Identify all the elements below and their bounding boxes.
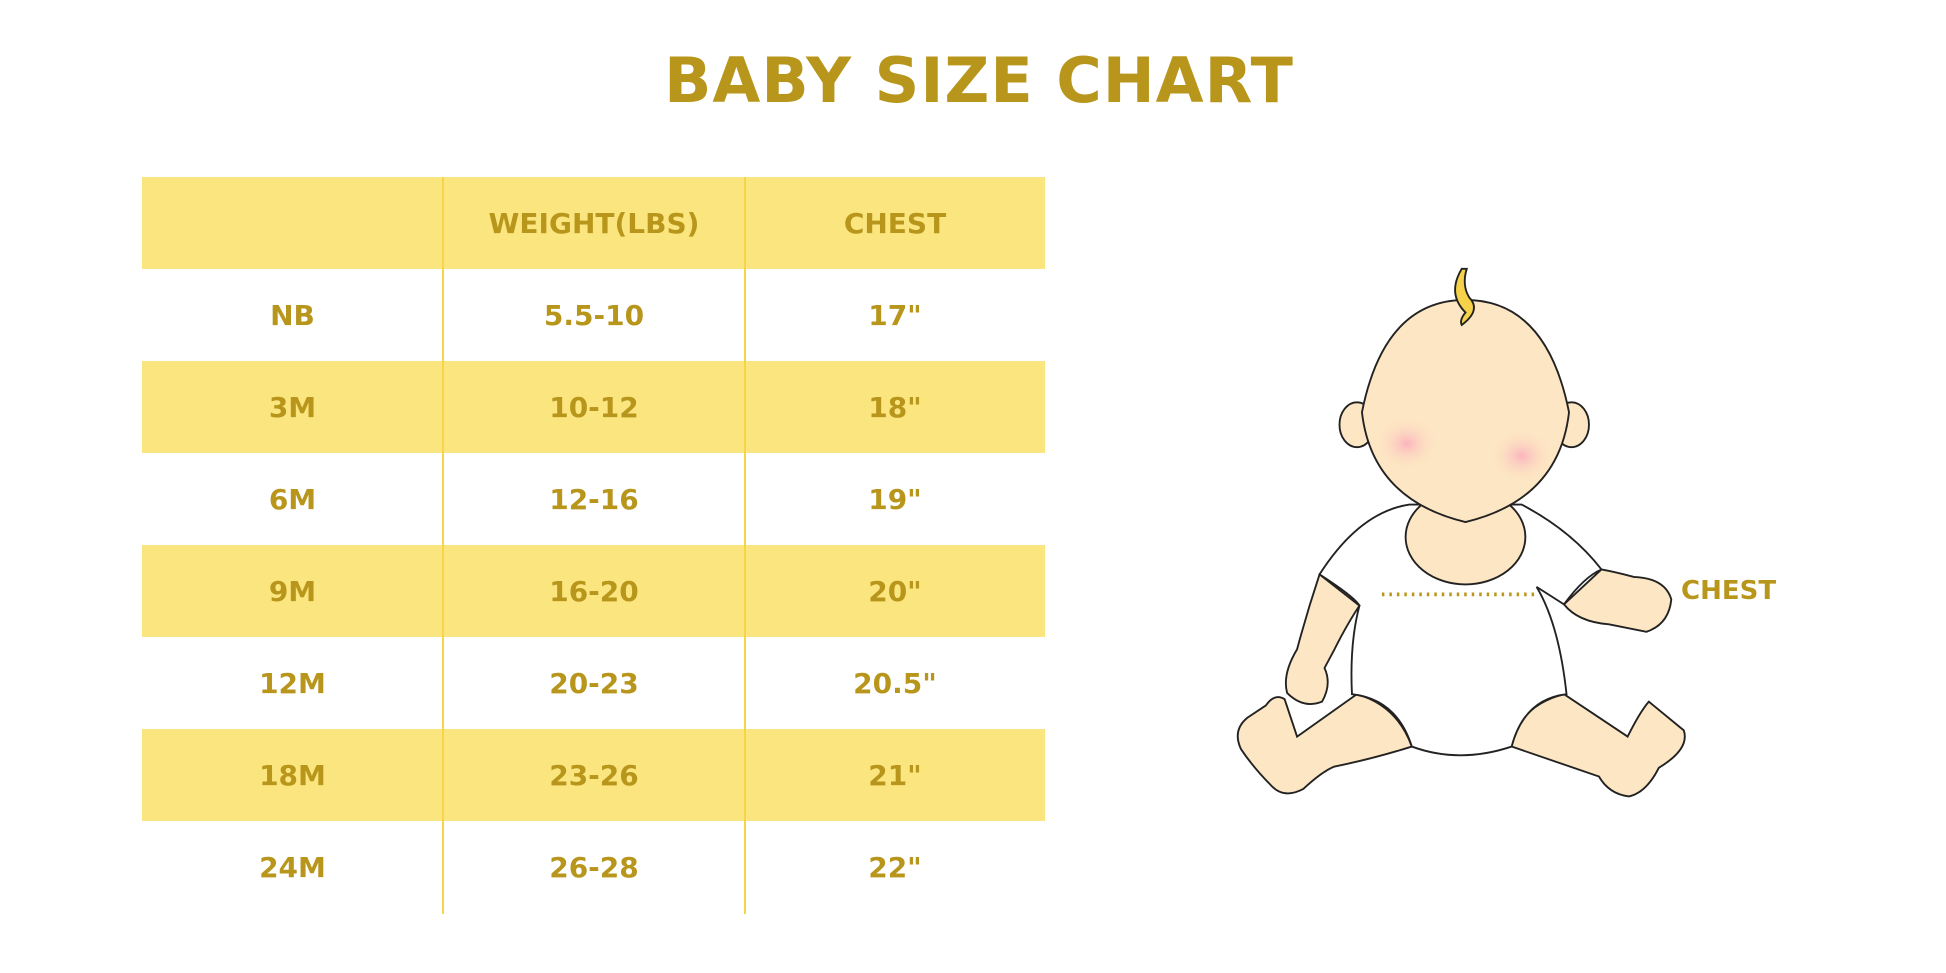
size-chart-table: WEIGHT(LBS) CHEST NB 5.5-10 17" 3M 10-12 18"… [142, 177, 1045, 913]
chest-label: CHEST [1681, 576, 1777, 606]
head [1360, 299, 1570, 523]
weight-cell: 20-23 [549, 666, 639, 700]
weight-cell: 26-28 [549, 850, 639, 884]
table-row: 18M 23-26 21" [142, 729, 1045, 821]
column-divider [744, 177, 746, 914]
baby-illustration [1236, 267, 1686, 798]
table-row: 9M 16-20 20" [142, 545, 1045, 637]
table-row: 12M 20-23 20.5" [142, 637, 1045, 729]
size-cell: 3M [268, 390, 317, 424]
page-title: BABY SIZE CHART [664, 44, 1294, 117]
left-arm [1284, 572, 1361, 705]
size-cell: 6M [268, 482, 317, 516]
size-cell: 12M [259, 666, 326, 700]
left-leg [1236, 693, 1414, 795]
size-cell: 24M [259, 850, 326, 884]
chest-cell: 17" [868, 298, 922, 332]
chest-cell: 18" [868, 390, 922, 424]
header-weight: WEIGHT(LBS) [488, 206, 700, 240]
table-row: 3M 10-12 18" [142, 361, 1045, 453]
table-row: NB 5.5-10 17" [142, 269, 1045, 361]
right-arm [1562, 568, 1673, 633]
weight-cell: 5.5-10 [543, 298, 645, 332]
size-cell: 9M [268, 574, 317, 608]
chest-cell: 20" [868, 574, 922, 608]
table-header-row: WEIGHT(LBS) CHEST [142, 177, 1045, 269]
weight-cell: 23-26 [549, 758, 639, 792]
size-cell: 18M [259, 758, 326, 792]
body-onesie [1318, 503, 1603, 757]
hair-curl [1454, 267, 1475, 327]
column-divider [442, 177, 444, 914]
chest-cell: 22" [868, 850, 922, 884]
chest-cell: 20.5" [853, 666, 937, 700]
chest-cell: 19" [868, 482, 922, 516]
table-row: 24M 26-28 22" [142, 821, 1045, 913]
weight-cell: 12-16 [549, 482, 639, 516]
header-chest: CHEST [843, 206, 947, 240]
size-cell: NB [270, 298, 315, 332]
weight-cell: 16-20 [549, 574, 639, 608]
table-row: 6M 12-16 19" [142, 453, 1045, 545]
right-leg [1510, 693, 1686, 798]
weight-cell: 10-12 [549, 390, 639, 424]
chest-cell: 21" [868, 758, 922, 792]
